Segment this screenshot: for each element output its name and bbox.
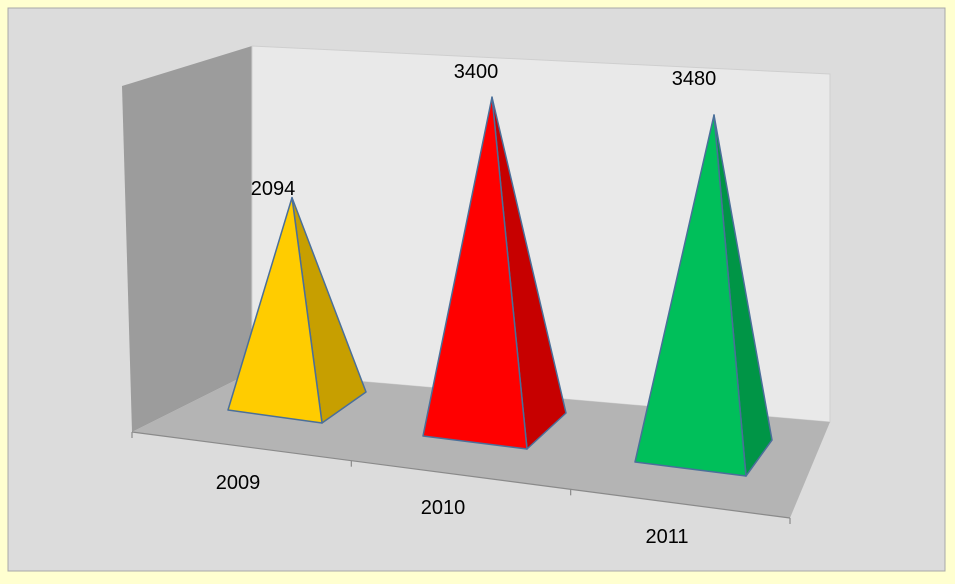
pyramid-series bbox=[227, 96, 773, 477]
category-axis-line bbox=[131, 431, 791, 519]
category-label-2009: 2009 bbox=[216, 472, 261, 494]
pyramid-2011-front-face bbox=[634, 114, 747, 477]
category-label-2011: 2011 bbox=[645, 526, 688, 548]
side-wall bbox=[122, 46, 252, 432]
category-axis-ticks bbox=[131, 432, 791, 524]
data-label-2010: 3400 bbox=[454, 61, 499, 83]
data-label-2011: 3480 bbox=[672, 68, 717, 90]
pyramid-2010-front-face bbox=[422, 96, 528, 450]
category-label-2010: 2010 bbox=[421, 497, 466, 519]
data-label-2009: 2094 bbox=[251, 178, 296, 200]
pyramid-2009-front-face bbox=[227, 196, 323, 424]
